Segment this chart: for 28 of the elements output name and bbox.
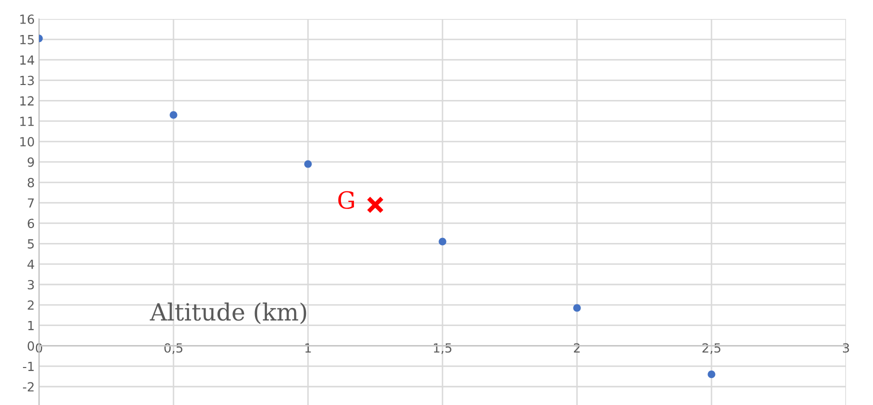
point <box>573 304 581 312</box>
y-tick-label: 6 <box>28 218 34 228</box>
y-tick-label: 3 <box>28 280 34 290</box>
y-tick-label: 9 <box>28 157 34 167</box>
y-tick-label: -1 <box>22 362 34 371</box>
y-tick-label: 14 <box>20 55 34 65</box>
y-tick-label: 12 <box>20 96 34 106</box>
point <box>366 196 384 214</box>
y-tick-label: 11 <box>20 116 34 126</box>
y-tick-label: 10 <box>20 137 34 146</box>
point <box>304 160 312 168</box>
x-axis-title: Altitude (km) <box>150 302 306 324</box>
y-tick-label: 8 <box>28 178 34 188</box>
y-tick-label: 13 <box>20 76 34 86</box>
annotation: G <box>338 191 354 209</box>
point <box>170 111 178 119</box>
y-tick-label: 2 <box>28 300 34 310</box>
y-tick-label: 16 <box>20 14 34 24</box>
y-tick-label: 15 <box>20 35 34 44</box>
point <box>438 238 446 246</box>
x-tick-label: 3 <box>842 343 849 353</box>
y-tick-label: -2 <box>22 382 34 392</box>
y-tick-label: 1 <box>28 320 34 330</box>
y-tick-label: 4 <box>27 260 34 269</box>
y-tick-label: 7 <box>28 198 34 208</box>
x-tick-label: 2,5 <box>702 343 720 354</box>
y-tick-label: 5 <box>28 239 34 249</box>
point <box>708 370 716 378</box>
